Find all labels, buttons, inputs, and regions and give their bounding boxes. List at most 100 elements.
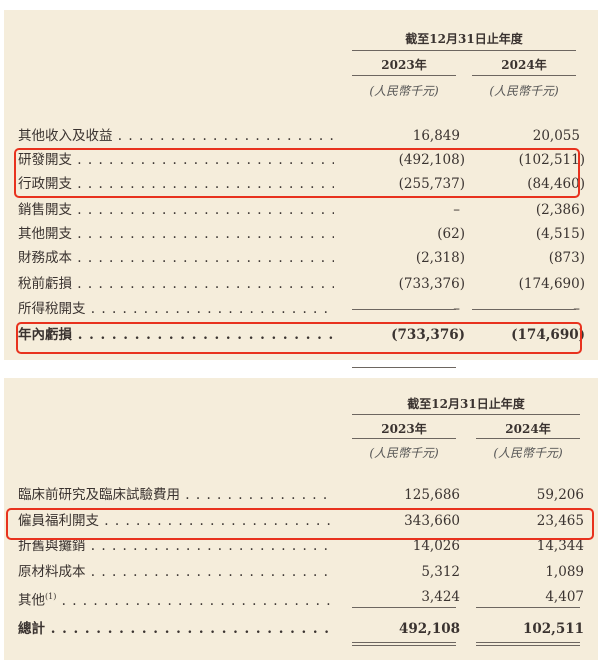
row-label: 臨床前研究及臨床試驗費用: [18, 484, 334, 506]
table-row: 僱員福利開支 343,660 23,465: [4, 510, 598, 532]
period-header: 截至12月31日止年度: [407, 397, 525, 411]
value-2024: (174,690): [518, 276, 585, 292]
table-row: 折舊與攤銷 14,026 14,344: [4, 535, 598, 557]
row-label-text: 所得稅開支: [18, 301, 86, 317]
year-2024-header: 2024年: [505, 422, 551, 436]
value-2024: (873): [548, 250, 585, 266]
row-label: 財務成本: [18, 247, 334, 269]
row-label: 其他(1): [18, 586, 334, 612]
table-row: 年內虧損 (733,376) (174,690): [4, 324, 598, 346]
highlight-box: [14, 148, 580, 198]
highlight-box: [6, 508, 594, 540]
value-2024: (84,460): [527, 176, 585, 192]
row-label: 原材料成本: [18, 561, 334, 583]
value-2023: 3,424: [421, 589, 460, 605]
divider: [352, 414, 580, 415]
unit-2023: (人民幣千元): [369, 84, 439, 98]
value-2024: 14,344: [536, 538, 584, 554]
table-row: 原材料成本 5,312 1,089: [4, 561, 598, 583]
row-label: 僱員福利開支: [18, 510, 334, 532]
divider: [352, 438, 456, 439]
value-2024: 23,465: [536, 513, 584, 529]
year-2023-header: 2023年: [381, 58, 427, 72]
unit-2024: (人民幣千元): [493, 446, 563, 460]
value-2024: 1,089: [545, 564, 584, 580]
row-label-text: 行政開支: [18, 176, 72, 192]
table-row: 稅前虧損 (733,376) (174,690): [4, 273, 598, 295]
value-2024: 102,511: [522, 621, 584, 637]
row-label-text: 稅前虧損: [18, 276, 72, 292]
value-2024: (2,386): [535, 202, 585, 218]
divider: [352, 75, 456, 76]
table-1: 截至12月31日止年度 2023年 2024年 (人民幣千元) (人民幣千元) …: [4, 10, 598, 368]
table-row: 財務成本 (2,318) (873): [4, 247, 598, 269]
value-2023: (62): [437, 226, 465, 242]
row-label: 其他收入及收益: [18, 125, 334, 147]
value-2023: (255,737): [398, 176, 465, 192]
row-label-text: 其他開支: [18, 226, 72, 242]
row-label-text: 原材料成本: [18, 564, 86, 580]
table-row: 研發開支 (492,108) (102,511): [4, 149, 598, 171]
value-2024: 59,206: [536, 487, 584, 503]
row-label: 銷售開支: [18, 199, 334, 221]
table-2: 截至12月31日止年度 2023年 2024年 (人民幣千元) (人民幣千元) …: [4, 378, 598, 660]
row-label-text: 財務成本: [18, 250, 72, 266]
row-label: 其他開支: [18, 223, 334, 245]
row-label-text: 銷售開支: [18, 202, 72, 218]
table-row: 其他(1) 3,424 4,407: [4, 586, 598, 609]
footnote-marker: (1): [45, 592, 57, 601]
value-2023: 492,108: [398, 621, 460, 637]
row-label-text: 臨床前研究及臨床試驗費用: [18, 487, 180, 503]
unit-2024: (人民幣千元): [489, 84, 559, 98]
value-2023: (492,108): [398, 152, 465, 168]
value-2024: 20,055: [532, 128, 580, 144]
row-label: 年內虧損: [18, 324, 334, 346]
value-2024: (174,690): [511, 327, 585, 343]
value-2023: 14,026: [412, 538, 460, 554]
row-label: 稅前虧損: [18, 273, 334, 295]
value-2024: –: [573, 301, 580, 317]
divider: [472, 75, 576, 76]
row-label-text: 其他: [18, 592, 45, 609]
row-label-text: 研發開支: [18, 152, 72, 168]
value-2023: 5,312: [421, 564, 460, 580]
row-label-text: 折舊與攤銷: [18, 538, 86, 554]
row-label: 研發開支: [18, 149, 334, 171]
divider: [476, 438, 580, 439]
value-2023: –: [453, 202, 460, 218]
row-label: 總計: [18, 618, 334, 640]
total-double-rule: [476, 642, 580, 646]
subtotal-rule: [472, 309, 576, 310]
value-2023: 16,849: [412, 128, 460, 144]
year-2024-header: 2024年: [501, 58, 547, 72]
unit-2023: (人民幣千元): [369, 446, 439, 460]
total-double-rule: [352, 642, 456, 646]
table-row: 其他開支 (62) (4,515): [4, 223, 598, 245]
value-2024: 4,407: [545, 589, 584, 605]
value-2024: (4,515): [535, 226, 585, 242]
subtotal-rule: [476, 607, 580, 608]
table-row: 臨床前研究及臨床試驗費用 125,686 59,206: [4, 484, 598, 506]
row-label-text: 年內虧損: [18, 327, 72, 343]
value-2023: (733,376): [398, 276, 465, 292]
row-label-text: 總計: [18, 621, 45, 637]
value-2023: 343,660: [404, 513, 460, 529]
table-row: 總計 492,108 102,511: [4, 618, 598, 640]
table-row: 行政開支 (255,737) (84,460): [4, 173, 598, 195]
subtotal-rule: [352, 309, 456, 310]
value-2023: (2,318): [415, 250, 465, 266]
row-label-text: 其他收入及收益: [18, 128, 113, 144]
value-2023: (733,376): [391, 327, 465, 343]
row-label-text: 僱員福利開支: [18, 513, 99, 529]
table-row: 所得稅開支 – –: [4, 298, 598, 320]
table-row: 銷售開支 – (2,386): [4, 199, 598, 221]
year-2023-header: 2023年: [381, 422, 427, 436]
period-header: 截至12月31日止年度: [405, 32, 523, 46]
value-2023: 125,686: [404, 487, 460, 503]
value-2024: (102,511): [518, 152, 585, 168]
row-label: 所得稅開支: [18, 298, 334, 320]
subtotal-rule: [352, 607, 456, 608]
row-label: 行政開支: [18, 173, 334, 195]
row-label: 折舊與攤銷: [18, 535, 334, 557]
value-2023: –: [453, 301, 460, 317]
